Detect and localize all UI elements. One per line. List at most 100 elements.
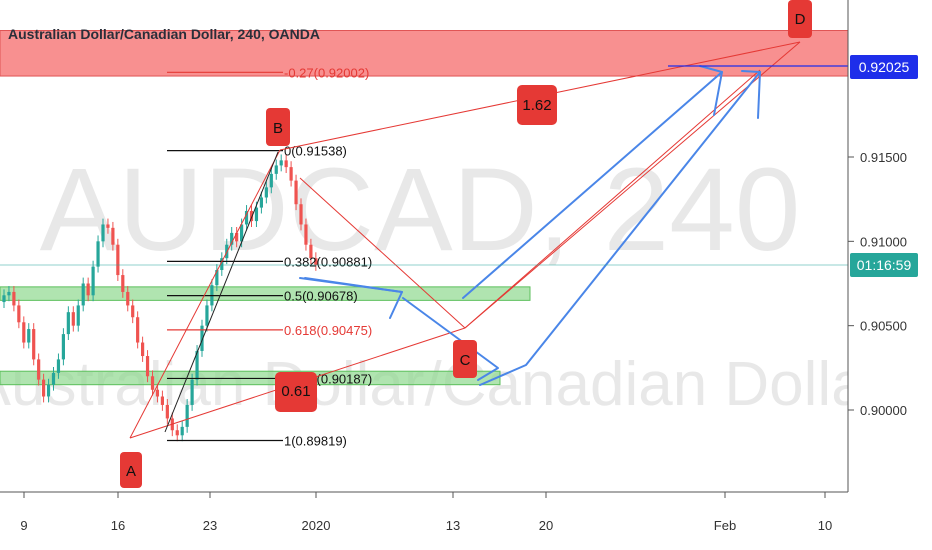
candle	[249, 205, 254, 227]
candle	[111, 221, 115, 251]
candle	[37, 353, 41, 386]
candle	[244, 205, 249, 231]
svg-text:B: B	[273, 120, 283, 137]
candle	[121, 269, 125, 298]
fib-level-0[interactable]: -0.27(0.92002)	[167, 65, 369, 80]
time-axis[interactable]: 9 16 23 2020 13 20 Feb 10	[0, 491, 932, 550]
pattern-leg-cd	[464, 69, 761, 329]
candle	[180, 420, 184, 442]
candle	[145, 350, 150, 383]
candle	[2, 289, 6, 308]
fib-level-label: 0.618(0.90475)	[284, 323, 372, 338]
x-tick-label: 20	[539, 518, 553, 533]
point-label-a[interactable]: A	[120, 452, 142, 488]
candle	[12, 286, 16, 312]
fib-level-3[interactable]: 0.5(0.90678)	[167, 289, 358, 304]
candle	[46, 378, 51, 403]
ratio-label-0-61[interactable]: 0.61	[275, 372, 317, 412]
candle	[175, 424, 179, 442]
candle	[205, 299, 209, 332]
y-tick-label: 0.90000	[860, 403, 907, 418]
candle	[190, 373, 194, 411]
pattern-line-cd-target	[464, 41, 801, 329]
candle	[274, 159, 278, 180]
candle	[32, 323, 36, 366]
candle	[304, 218, 308, 251]
point-label-c[interactable]: C	[453, 340, 477, 378]
price-tag-countdown[interactable]: 01:16:59	[850, 253, 918, 277]
candle	[131, 299, 135, 324]
x-tick-label: 10	[818, 518, 832, 533]
candle	[81, 277, 85, 312]
candle	[51, 366, 56, 391]
fib-level-label: 0.382(0.90881)	[284, 254, 372, 269]
zone-support-upper[interactable]	[0, 286, 531, 301]
candle	[314, 252, 318, 271]
svg-text:1.62: 1.62	[522, 97, 551, 114]
candle	[86, 277, 90, 302]
pattern-leg-ab	[129, 149, 281, 439]
candle	[284, 154, 288, 174]
candle	[116, 238, 120, 281]
trend-line[interactable]	[164, 151, 279, 433]
candle	[61, 328, 65, 366]
price-tag-level[interactable]: 0.92025	[850, 55, 918, 79]
candle	[269, 167, 273, 194]
watermark-symbol: AUDCAD, 240	[40, 144, 801, 276]
candle	[299, 198, 303, 231]
candle	[289, 161, 293, 187]
candle	[76, 299, 80, 332]
candle	[17, 299, 21, 329]
arrow-2	[402, 297, 499, 381]
candle	[56, 353, 61, 379]
svg-text:A: A	[126, 463, 136, 480]
candle	[235, 226, 239, 248]
candle	[71, 306, 75, 332]
candle	[27, 323, 31, 349]
svg-text:0.92025: 0.92025	[859, 59, 910, 75]
candle	[165, 399, 169, 425]
point-label-b[interactable]: B	[266, 108, 290, 146]
x-tick-label: 9	[20, 518, 27, 533]
candle	[279, 154, 283, 172]
candle	[259, 191, 263, 214]
x-tick-label: 2020	[302, 518, 331, 533]
x-tick-label: Feb	[714, 518, 736, 533]
candle	[66, 306, 70, 341]
candle	[220, 252, 224, 276]
plot-area[interactable]	[0, 0, 848, 492]
candle	[96, 235, 100, 273]
y-tick-label: 0.90500	[860, 319, 907, 334]
svg-text:0.61: 0.61	[281, 383, 310, 400]
x-tick-label: 23	[203, 518, 217, 533]
fib-level-label: -0.27(0.92002)	[284, 65, 369, 80]
chart-title: Australian Dollar/Canadian Dollar, 240, …	[8, 26, 320, 42]
fib-level-2[interactable]: 0.382(0.90881)	[167, 254, 372, 269]
svg-text:D: D	[795, 11, 806, 28]
candle	[126, 286, 130, 312]
svg-text:01:16:59: 01:16:59	[857, 257, 912, 273]
projection-arrows[interactable]	[299, 65, 761, 386]
candle	[160, 390, 164, 411]
candle	[91, 260, 95, 302]
ratio-label-1-62[interactable]: 1.62	[517, 85, 557, 125]
y-tick-label: 0.91000	[860, 234, 907, 249]
candle	[294, 174, 298, 211]
fib-level-label: 0.5(0.90678)	[284, 289, 358, 304]
candle	[185, 399, 189, 433]
x-tick-label: 16	[111, 518, 125, 533]
candle	[215, 264, 219, 292]
point-label-d[interactable]: D	[788, 0, 812, 38]
candle	[136, 311, 140, 349]
candle	[309, 238, 313, 265]
arrow-4	[479, 71, 761, 386]
fib-level-1[interactable]: 0(0.91538)	[167, 144, 347, 159]
candle	[141, 336, 145, 362]
fib-level-6[interactable]: 1(0.89819)	[167, 434, 347, 449]
fib-level-label: 0(0.91538)	[284, 144, 347, 159]
candles-layer	[2, 154, 318, 442]
candle	[7, 286, 11, 302]
fib-level-label: 1(0.89819)	[284, 434, 347, 449]
